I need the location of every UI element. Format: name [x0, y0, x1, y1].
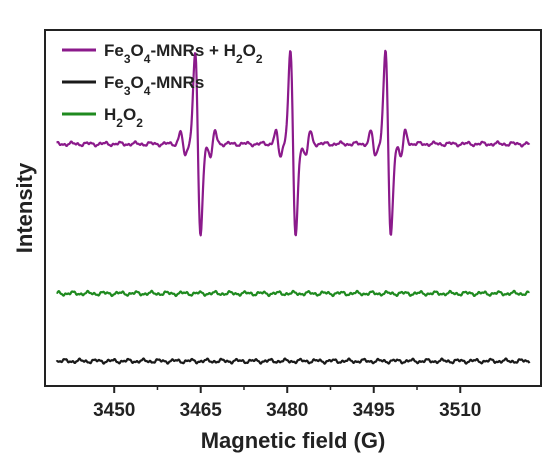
legend-label-0: Fe3O4-MNRs + H2O2 [104, 41, 263, 66]
x-axis: 3450 3465 3480 3495 3510 [93, 386, 481, 421]
series-line-1 [55, 357, 531, 365]
x-tick-label-3465: 3465 [180, 400, 223, 421]
legend-label-1: Fe3O4-MNRs [104, 73, 204, 98]
legend-label-2: H2O2 [104, 105, 143, 130]
x-tick-label-3450: 3450 [93, 400, 135, 421]
legend: Fe3O4-MNRs + H2O2 Fe3O4-MNRs H2O2 [62, 41, 263, 130]
series-line-0 [56, 49, 531, 237]
series-layer [55, 49, 531, 365]
x-axis-title: Magnetic field (G) [201, 428, 386, 453]
series-line-2 [56, 289, 530, 298]
plot-frame [44, 29, 542, 387]
y-axis-title: Intensity [12, 162, 37, 253]
x-tick-label-3495: 3495 [353, 400, 396, 421]
x-tick-label-3480: 3480 [266, 400, 308, 421]
x-tick-label-3510: 3510 [439, 400, 481, 421]
